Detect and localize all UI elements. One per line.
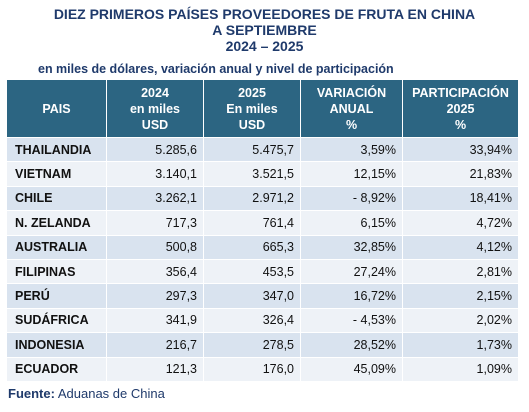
value-2025-cell: 278,5 — [203, 332, 301, 358]
title-line-2: A SEPTIEMBRE — [212, 22, 317, 38]
value-2025-cell: 326,4 — [203, 307, 301, 334]
header-row: PAIS 2024 en miles USD 2025 En miles USD… — [6, 79, 519, 138]
header-cell-2025: 2025 En miles USD — [203, 79, 301, 138]
share-cell: 1,09% — [402, 356, 519, 382]
variation-cell: 12,15% — [300, 161, 403, 187]
title-line-1: DIEZ PRIMEROS PAÍSES PROVEEDORES DE FRUT… — [53, 6, 476, 22]
table-row: CHILE 3.262,1 2.971,2 - 8,92% 18,41% — [6, 185, 519, 212]
value-2024-cell: 500,8 — [106, 234, 204, 260]
country-cell: ECUADOR — [6, 356, 107, 382]
title-block: DIEZ PRIMEROS PAÍSES PROVEEDORES DE FRUT… — [0, 6, 529, 54]
header-2024-l1: 2024 — [141, 85, 169, 100]
value-2024-cell: 3.262,1 — [106, 185, 204, 212]
share-cell: 2,81% — [402, 258, 519, 285]
value-2024-cell: 341,9 — [106, 307, 204, 334]
value-2025-cell: 761,4 — [203, 210, 301, 236]
variation-cell: 3,59% — [300, 136, 403, 163]
share-cell: 1,73% — [402, 332, 519, 358]
value-2024-cell: 121,3 — [106, 356, 204, 382]
header-share-l1: PARTICIPACIÓN — [412, 85, 509, 100]
header-variation-l1: VARIACIÓN — [316, 85, 387, 100]
share-cell: 4,72% — [402, 210, 519, 236]
value-2024-cell: 5.285,6 — [106, 136, 204, 163]
header-country-l1: PAIS — [42, 101, 71, 116]
header-cell-variation: VARIACIÓN ANUAL % — [300, 79, 403, 138]
table-row: FILIPINAS 356,4 453,5 27,24% 2,81% — [6, 258, 519, 285]
title-line-3: 2024 – 2025 — [225, 38, 304, 54]
value-2025-cell: 347,0 — [203, 283, 301, 309]
source-note: Fuente: Aduanas de China — [8, 386, 165, 401]
variation-cell: 45,09% — [300, 356, 403, 382]
country-cell: PERÚ — [6, 283, 107, 309]
table-row: THAILANDIA 5.285,6 5.475,7 3,59% 33,94% — [6, 136, 519, 163]
variation-cell: - 4,53% — [300, 307, 403, 334]
table-row: AUSTRALIA 500,8 665,3 32,85% 4,12% — [6, 234, 519, 260]
value-2025-cell: 3.521,5 — [203, 161, 301, 187]
data-table: PAIS 2024 en miles USD 2025 En miles USD… — [6, 79, 519, 382]
share-cell: 4,12% — [402, 234, 519, 260]
subtitle: en miles de dólares, variación anual y n… — [38, 62, 394, 76]
header-2024-l3: USD — [141, 117, 169, 132]
value-2025-cell: 453,5 — [203, 258, 301, 285]
source-value: Aduanas de China — [57, 386, 165, 401]
country-cell: INDONESIA — [6, 332, 107, 358]
table-row: PERÚ 297,3 347,0 16,72% 2,15% — [6, 283, 519, 309]
header-cell-country: PAIS — [6, 79, 107, 138]
country-cell: CHILE — [6, 185, 107, 212]
country-cell: SUDÁFRICA — [6, 307, 107, 334]
value-2025-cell: 5.475,7 — [203, 136, 301, 163]
table-row: INDONESIA 216,7 278,5 28,52% 1,73% — [6, 332, 519, 358]
variation-cell: 16,72% — [300, 283, 403, 309]
header-share-l2: 2025 — [446, 101, 475, 116]
value-2024-cell: 297,3 — [106, 283, 204, 309]
header-cell-2024: 2024 en miles USD — [106, 79, 204, 138]
variation-cell: 6,15% — [300, 210, 403, 236]
header-2025-l1: 2025 — [238, 85, 266, 100]
share-cell: 2,15% — [402, 283, 519, 309]
header-share-l3: % — [454, 117, 467, 132]
value-2024-cell: 717,3 — [106, 210, 204, 236]
value-2025-cell: 176,0 — [203, 356, 301, 382]
share-cell: 18,41% — [402, 185, 519, 212]
table-row: SUDÁFRICA 341,9 326,4 - 4,53% 2,02% — [6, 307, 519, 334]
header-2024-l2: en miles — [129, 101, 181, 116]
source-label: Fuente: — [8, 386, 55, 401]
share-cell: 21,83% — [402, 161, 519, 187]
country-cell: FILIPINAS — [6, 258, 107, 285]
country-cell: AUSTRALIA — [6, 234, 107, 260]
header-cell-share: PARTICIPACIÓN 2025 % — [402, 79, 519, 138]
variation-cell: 28,52% — [300, 332, 403, 358]
table-row: N. ZELANDA 717,3 761,4 6,15% 4,72% — [6, 210, 519, 236]
share-cell: 33,94% — [402, 136, 519, 163]
share-cell: 2,02% — [402, 307, 519, 334]
value-2024-cell: 3.140,1 — [106, 161, 204, 187]
value-2025-cell: 2.971,2 — [203, 185, 301, 212]
value-2024-cell: 216,7 — [106, 332, 204, 358]
value-2024-cell: 356,4 — [106, 258, 204, 285]
country-cell: N. ZELANDA — [6, 210, 107, 236]
country-cell: THAILANDIA — [6, 136, 107, 163]
header-variation-l2: ANUAL — [329, 101, 374, 116]
variation-cell: 27,24% — [300, 258, 403, 285]
header-2025-l2: En miles — [226, 101, 278, 116]
variation-cell: 32,85% — [300, 234, 403, 260]
value-2025-cell: 665,3 — [203, 234, 301, 260]
variation-cell: - 8,92% — [300, 185, 403, 212]
table-row: ECUADOR 121,3 176,0 45,09% 1,09% — [6, 356, 519, 382]
header-variation-l3: % — [345, 117, 358, 132]
table-row: VIETNAM 3.140,1 3.521,5 12,15% 21,83% — [6, 161, 519, 187]
country-cell: VIETNAM — [6, 161, 107, 187]
header-2025-l3: USD — [238, 117, 266, 132]
